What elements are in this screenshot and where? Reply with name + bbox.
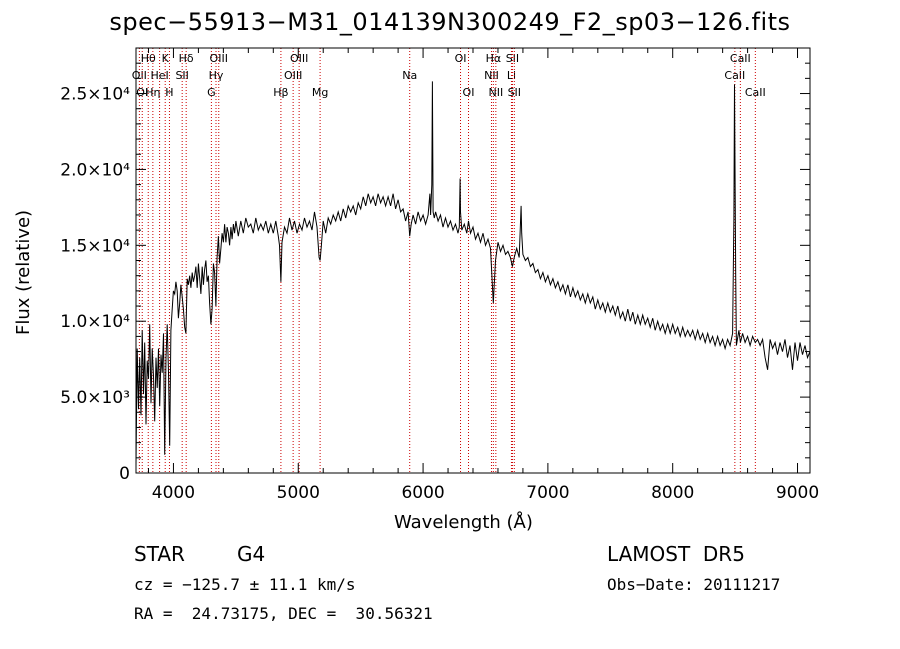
line-marker-label-9-0: G bbox=[207, 86, 216, 99]
line-marker-label-10-0: Hγ bbox=[209, 69, 224, 82]
line-marker-label-13-0: OIII bbox=[284, 69, 302, 82]
line-marker-label-24-0: SII bbox=[508, 86, 521, 99]
spectrum-series-line-0 bbox=[135, 81, 811, 466]
line-marker-label-22-0: Li bbox=[507, 69, 516, 82]
line-marker-label-17-0: OI bbox=[455, 52, 467, 65]
line-marker-label-4-0: HeI bbox=[150, 69, 168, 82]
line-marker-label-19-0: NII bbox=[484, 69, 499, 82]
line-marker-label-7-0: SII bbox=[175, 69, 188, 82]
survey-label: LAMOST DR5 bbox=[607, 542, 745, 566]
x-tick-label-4: 8000 bbox=[651, 483, 694, 503]
x-axis-label: Wavelength (Å) bbox=[394, 512, 533, 533]
y-tick-label-2: 1.0×10⁴ bbox=[60, 312, 130, 332]
line-marker-label-2-0: Hθ bbox=[141, 52, 156, 65]
line-marker-label-23-0: SII bbox=[506, 52, 519, 65]
x-tick-label-1: 5000 bbox=[277, 483, 320, 503]
y-tick-label-1: 5.0×10³ bbox=[60, 388, 130, 408]
line-marker-label-15-0: Mg bbox=[312, 86, 328, 99]
line-marker-label-20-0: Hα bbox=[486, 52, 502, 65]
line-marker-label-27-0: CaII bbox=[745, 86, 766, 99]
y-tick-label-3: 1.5×10⁴ bbox=[60, 236, 130, 256]
x-tick-label-2: 6000 bbox=[401, 483, 444, 503]
radec-text: RA = 24.73175, DEC = 30.56321 bbox=[134, 604, 433, 623]
class-label: STAR bbox=[134, 542, 185, 566]
plot-frame bbox=[135, 47, 811, 474]
line-marker-label-3-0: Hη bbox=[145, 86, 160, 99]
line-marker-label-0-0: OII bbox=[132, 69, 147, 82]
line-marker-label-26-0: CaII bbox=[730, 52, 751, 65]
line-marker-label-12-0: Hβ bbox=[273, 86, 288, 99]
line-marker-label-8-0: Hδ bbox=[179, 52, 194, 65]
line-marker-label-21-0: NII bbox=[488, 86, 503, 99]
y-tick-label-5: 2.5×10⁴ bbox=[60, 85, 130, 105]
x-tick-label-3: 7000 bbox=[526, 483, 569, 503]
redshift-text: cz = −125.7 ± 11.1 km/s bbox=[134, 575, 356, 594]
y-tick-label-0: 0 bbox=[119, 464, 130, 484]
line-marker-label-6-0: H bbox=[165, 86, 173, 99]
y-tick-label-4: 2.0×10⁴ bbox=[60, 160, 130, 180]
line-marker-label-11-0: OIII bbox=[210, 52, 228, 65]
subclass-label: G4 bbox=[237, 542, 266, 566]
line-marker-label-25-0: CaII bbox=[724, 69, 745, 82]
line-marker-label-18-0: OI bbox=[463, 86, 475, 99]
line-marker-label-16-0: Na bbox=[402, 69, 417, 82]
line-marker-label-14-0: OIII bbox=[290, 52, 308, 65]
x-tick-label-0: 4000 bbox=[152, 483, 195, 503]
obs-date-text: Obs−Date: 20111217 bbox=[607, 575, 781, 594]
y-axis-label: Flux (relative) bbox=[13, 209, 34, 335]
line-marker-label-5-0: K bbox=[162, 52, 170, 65]
x-tick-label-5: 9000 bbox=[776, 483, 819, 503]
chart-title: spec−55913−M31_014139N300249_F2_sp03−126… bbox=[109, 8, 791, 36]
line-marker-label-1-0: OI bbox=[136, 86, 148, 99]
